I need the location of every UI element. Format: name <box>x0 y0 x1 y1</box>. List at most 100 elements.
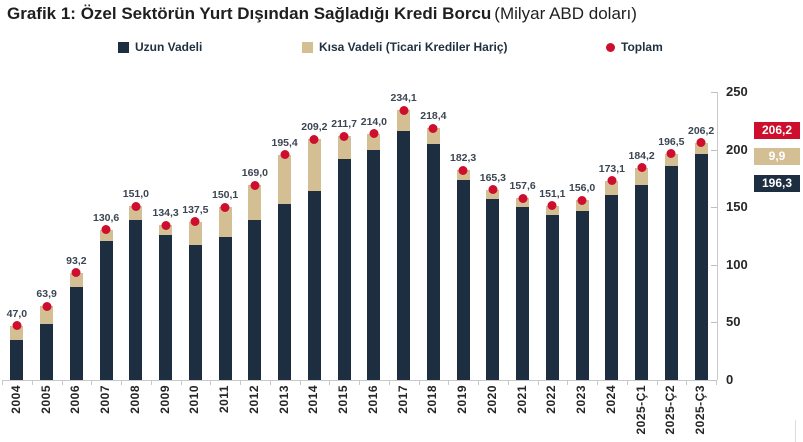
bar-group: 182,3 <box>448 92 478 380</box>
total-label: 211,7 <box>331 118 357 131</box>
x-axis-label: 2008 <box>127 385 142 414</box>
total-label: 134,3 <box>152 207 179 220</box>
bar-short-term-segment <box>635 167 649 186</box>
total-label: 214,0 <box>360 115 388 128</box>
y-tick-label: 150 <box>726 199 748 215</box>
x-axis-tick <box>626 381 628 385</box>
stacked-bar <box>516 198 530 380</box>
y-tick-label: 200 <box>726 141 748 157</box>
total-label: 218,4 <box>420 110 447 123</box>
bar-long-term-segment <box>159 234 173 380</box>
x-axis-label: 2007 <box>98 385 113 414</box>
bar-long-term-segment <box>486 199 500 380</box>
bar-short-term-segment <box>397 110 411 131</box>
x-axis-tick <box>716 381 717 385</box>
total-dot <box>607 176 617 186</box>
total-label: 150,1 <box>211 189 239 202</box>
x-axis-tick <box>567 381 569 385</box>
bar-group: 151,1 <box>538 92 568 380</box>
y-axis-tick <box>711 207 717 209</box>
bar-group: 234,1 <box>389 92 419 380</box>
bar-short-term-segment <box>40 306 54 324</box>
x-axis-label: 2025-Ç3 <box>693 385 708 435</box>
bar-group: 156,0 <box>567 92 597 380</box>
stacked-bar <box>248 185 262 380</box>
y-tick-label: 0 <box>726 372 734 387</box>
total-label: 173,1 <box>598 162 626 175</box>
total-dot <box>696 138 706 147</box>
total-dot <box>12 321 22 331</box>
stacked-bar <box>545 205 559 380</box>
total-dot <box>71 268 81 278</box>
bar-short-term-segment <box>159 225 173 235</box>
bar-long-term-segment <box>426 143 440 380</box>
stacked-bar <box>367 133 381 380</box>
stacked-bar <box>278 154 292 380</box>
total-label: 195,4 <box>271 136 298 149</box>
x-axis-label: 2024 <box>603 385 618 414</box>
bar-group: 150,1 <box>210 92 240 380</box>
y-tick-label: 100 <box>726 256 748 272</box>
bar-long-term-segment <box>10 339 24 380</box>
total-dot <box>339 131 349 141</box>
total-dot <box>458 165 468 175</box>
total-dot <box>280 150 290 160</box>
stacked-bar <box>10 325 24 380</box>
bar-group: 214,0 <box>359 92 389 380</box>
long-term-swatch-icon <box>118 41 129 53</box>
x-axis-tick <box>359 381 360 385</box>
bar-long-term-segment <box>367 149 381 380</box>
bar-long-term-segment <box>278 203 292 380</box>
total-dot <box>309 134 319 144</box>
total-dot <box>428 123 438 133</box>
total-label: 209,2 <box>301 121 328 133</box>
x-axis-tick <box>507 381 509 385</box>
total-dot <box>220 202 230 212</box>
legend-item-total: Toplam <box>606 40 663 54</box>
total-label: 234,1 <box>390 92 417 105</box>
chart-legend: Uzun Vadeli Kısa Vadeli (Ticari Krediler… <box>0 40 803 60</box>
chart-title-unit: (Milyar ABD doları) <box>494 4 637 23</box>
bar-group: 173,1 <box>597 92 627 380</box>
legend-item-short-term: Kısa Vadeli (Ticari Krediler Hariç) <box>302 40 508 54</box>
bar-long-term-segment <box>605 195 619 380</box>
x-axis-tick <box>418 381 420 385</box>
y-axis-tick <box>711 380 717 381</box>
x-axis-label: 2015 <box>336 385 351 414</box>
bar-group: 209,2 <box>300 92 330 380</box>
x-axis-tick <box>537 381 539 385</box>
bar-group: 134,3 <box>151 92 181 380</box>
total-dot <box>488 185 498 195</box>
bar-group: 196,5 <box>657 92 687 380</box>
total-label: 165,3 <box>479 171 507 184</box>
bar-short-term-segment <box>694 142 708 154</box>
bar-group: 93,2 <box>62 92 92 380</box>
bar-short-term-segment <box>99 229 113 241</box>
y-tick-label: 50 <box>726 314 741 330</box>
x-axis-label: 2006 <box>68 385 83 414</box>
total-dot <box>250 180 260 190</box>
total-label: 169,0 <box>241 167 269 180</box>
bar-group: 211,7 <box>329 92 359 380</box>
x-axis-label: 2019 <box>455 385 470 414</box>
y-axis-tick <box>711 322 717 324</box>
x-axis-tick <box>210 381 212 385</box>
stacked-bar <box>69 272 83 380</box>
chart-title: Grafik 1: Özel Sektörün Yurt Dışından Sa… <box>7 4 637 24</box>
legend-label: Toplam <box>621 40 663 54</box>
y-axis-tick <box>711 92 717 93</box>
total-label: 184,2 <box>628 149 655 162</box>
bar-long-term-segment <box>99 240 113 380</box>
stacked-bar <box>397 110 411 380</box>
bar-group: 195,4 <box>270 92 300 380</box>
short-term-swatch-icon <box>302 41 313 53</box>
legend-item-long-term: Uzun Vadeli <box>118 40 202 54</box>
bar-short-term-segment <box>337 136 351 160</box>
bar-group: 184,2 <box>627 92 657 380</box>
bar-long-term-segment <box>694 153 708 380</box>
x-axis-line <box>2 380 717 381</box>
total-dot <box>131 201 141 211</box>
x-axis-label: 2005 <box>38 385 53 414</box>
x-axis-tick <box>180 381 182 385</box>
stacked-bar <box>159 225 173 380</box>
